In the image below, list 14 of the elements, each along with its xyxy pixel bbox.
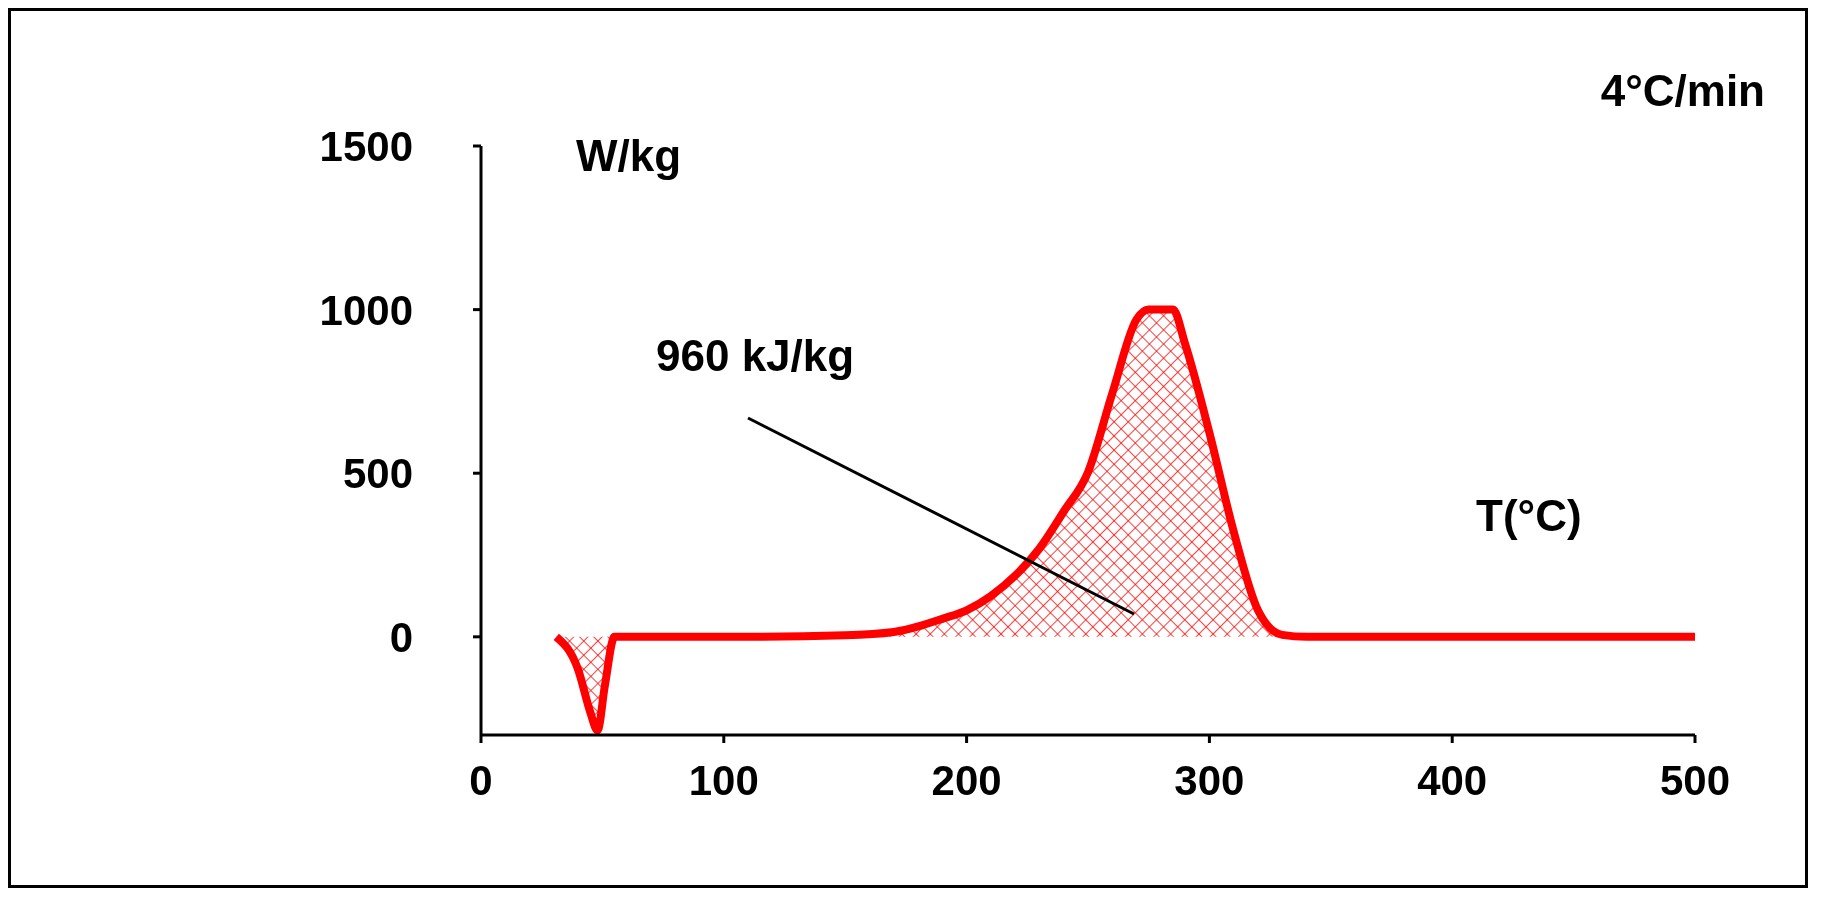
y-tick-label: 1000 [319,286,413,334]
x-tick-label: 400 [1417,756,1488,804]
y-tick-label: 500 [342,450,413,498]
x-tick-label: 300 [1174,756,1245,804]
x-tick-label: 200 [931,756,1002,804]
annotation: 960 kJ/kg [656,331,855,381]
x-tick-label: 500 [1659,756,1731,804]
y-tick-label: 1500 [319,122,413,170]
x-axis-title: T(°C) [1476,491,1582,541]
text: 4°C/min [1600,66,1765,116]
y-tick-label: 0 [389,613,413,661]
x-tick-label: 0 [469,756,493,804]
y-axis-title: W/kg [576,131,682,181]
x-tick-label: 100 [688,756,759,804]
